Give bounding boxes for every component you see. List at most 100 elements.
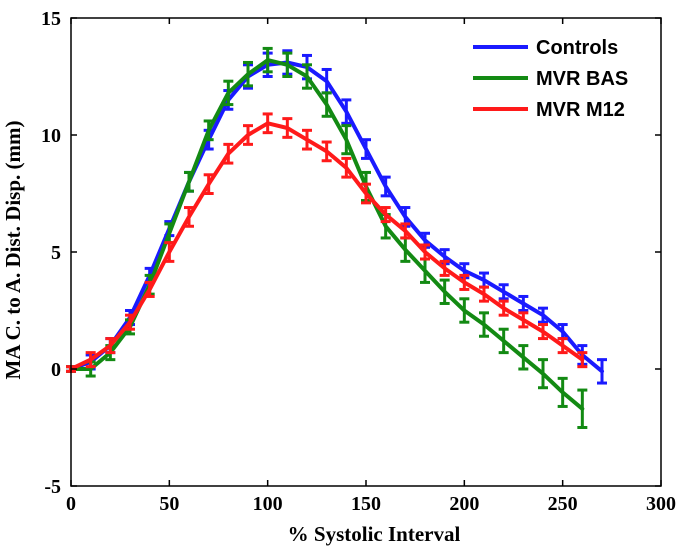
error-bar-controls bbox=[518, 294, 529, 312]
y-tick-label: 15 bbox=[41, 8, 61, 30]
y-tick-label: 5 bbox=[51, 242, 61, 264]
data-point bbox=[502, 290, 506, 294]
data-point bbox=[226, 152, 230, 156]
error-bar-mvr-m12 bbox=[400, 222, 411, 240]
legend-label-mvr-bas: MVR BAS bbox=[536, 68, 628, 90]
error-bar-mvr-m12 bbox=[164, 241, 175, 263]
data-point bbox=[462, 269, 466, 273]
y-tick-label: 10 bbox=[41, 125, 61, 147]
x-tick-label: 50 bbox=[159, 493, 179, 515]
error-bar-mvr-bas bbox=[479, 311, 489, 338]
series-controls bbox=[66, 49, 607, 385]
data-point bbox=[580, 358, 584, 362]
x-tick-label: 150 bbox=[351, 493, 381, 515]
error-bar-mvr-m12 bbox=[321, 140, 332, 163]
data-point bbox=[482, 278, 486, 282]
data-point bbox=[384, 213, 388, 217]
y-tick-label: -5 bbox=[44, 476, 61, 498]
data-point bbox=[344, 110, 348, 114]
error-bar-mvr-m12 bbox=[223, 142, 234, 165]
data-point bbox=[148, 287, 152, 291]
data-point bbox=[207, 182, 211, 186]
data-point bbox=[443, 255, 447, 259]
data-point bbox=[89, 358, 93, 362]
error-bar-mvr-bas bbox=[538, 358, 548, 390]
data-point bbox=[482, 292, 486, 296]
error-bar-mvr-m12 bbox=[85, 351, 96, 369]
x-tick-label: 200 bbox=[449, 493, 479, 515]
legend-label-mvr-m12: MVR M12 bbox=[536, 99, 625, 121]
data-point bbox=[403, 215, 407, 219]
error-bar-mvr-m12 bbox=[420, 243, 430, 261]
data-point bbox=[423, 269, 427, 273]
error-bar-mvr-bas bbox=[341, 124, 352, 156]
series-mvr-bas bbox=[66, 46, 588, 429]
error-bar-mvr-bas bbox=[557, 376, 568, 408]
data-point bbox=[246, 133, 250, 137]
series-layer bbox=[66, 46, 607, 429]
data-point bbox=[325, 149, 329, 153]
error-bar-mvr-m12 bbox=[262, 112, 273, 135]
error-bar-mvr-m12 bbox=[479, 285, 489, 303]
y-axis-title: MA C. to A. Dist. Disp. (mm) bbox=[1, 121, 25, 380]
x-axis-title: % Systolic Interval bbox=[288, 522, 461, 546]
data-point bbox=[502, 306, 506, 310]
error-bar-mvr-m12 bbox=[577, 351, 588, 369]
error-bar-mvr-m12 bbox=[144, 280, 155, 298]
data-point bbox=[541, 313, 545, 317]
error-bar-mvr-m12 bbox=[518, 311, 529, 329]
data-point bbox=[561, 344, 565, 348]
x-tick-label: 100 bbox=[253, 493, 283, 515]
data-point bbox=[561, 390, 565, 394]
data-point bbox=[541, 372, 545, 376]
y-tick-label: 0 bbox=[51, 359, 61, 381]
error-bar-mvr-m12 bbox=[125, 313, 135, 331]
x-tick-label: 300 bbox=[646, 493, 676, 515]
error-bar-mvr-m12 bbox=[498, 299, 509, 317]
error-bar-controls bbox=[498, 283, 509, 301]
data-point bbox=[167, 250, 171, 254]
error-bar-controls bbox=[361, 138, 371, 160]
data-point bbox=[561, 330, 565, 334]
error-bar-mvr-bas bbox=[282, 51, 293, 78]
error-bar-mvr-m12 bbox=[557, 337, 568, 355]
data-point bbox=[482, 323, 486, 327]
data-point bbox=[325, 103, 329, 107]
data-point bbox=[305, 75, 309, 78]
series-mvr-m12 bbox=[66, 112, 588, 373]
data-point bbox=[600, 369, 604, 373]
data-point bbox=[521, 355, 525, 359]
data-point bbox=[128, 320, 132, 324]
data-point bbox=[521, 301, 525, 305]
error-bar-mvr-bas bbox=[262, 46, 273, 74]
error-bar-mvr-bas bbox=[577, 388, 588, 429]
data-point bbox=[207, 128, 211, 132]
error-bar-controls bbox=[597, 358, 607, 385]
error-bar-mvr-m12 bbox=[184, 206, 194, 228]
data-point bbox=[462, 280, 466, 284]
data-point bbox=[384, 224, 388, 228]
data-point bbox=[89, 367, 93, 371]
data-point bbox=[285, 63, 289, 67]
error-bar-controls bbox=[380, 175, 391, 198]
error-bar-mvr-m12 bbox=[538, 323, 548, 341]
data-point bbox=[344, 138, 348, 142]
legend-label-controls: Controls bbox=[536, 37, 618, 59]
data-point bbox=[325, 79, 329, 83]
error-bar-mvr-m12 bbox=[361, 182, 371, 205]
data-point bbox=[423, 250, 427, 254]
data-point bbox=[187, 180, 191, 184]
error-bar-mvr-bas bbox=[203, 119, 214, 142]
data-point bbox=[187, 215, 191, 219]
data-point bbox=[285, 126, 289, 130]
data-point bbox=[403, 229, 407, 233]
error-bar-mvr-m12 bbox=[439, 259, 450, 277]
error-bar-mvr-bas bbox=[498, 327, 509, 355]
error-bar-mvr-m12 bbox=[459, 273, 470, 291]
data-point bbox=[364, 192, 368, 195]
error-bar-mvr-m12 bbox=[203, 173, 214, 195]
error-bar-controls bbox=[538, 306, 548, 324]
error-bar-controls bbox=[341, 98, 352, 125]
